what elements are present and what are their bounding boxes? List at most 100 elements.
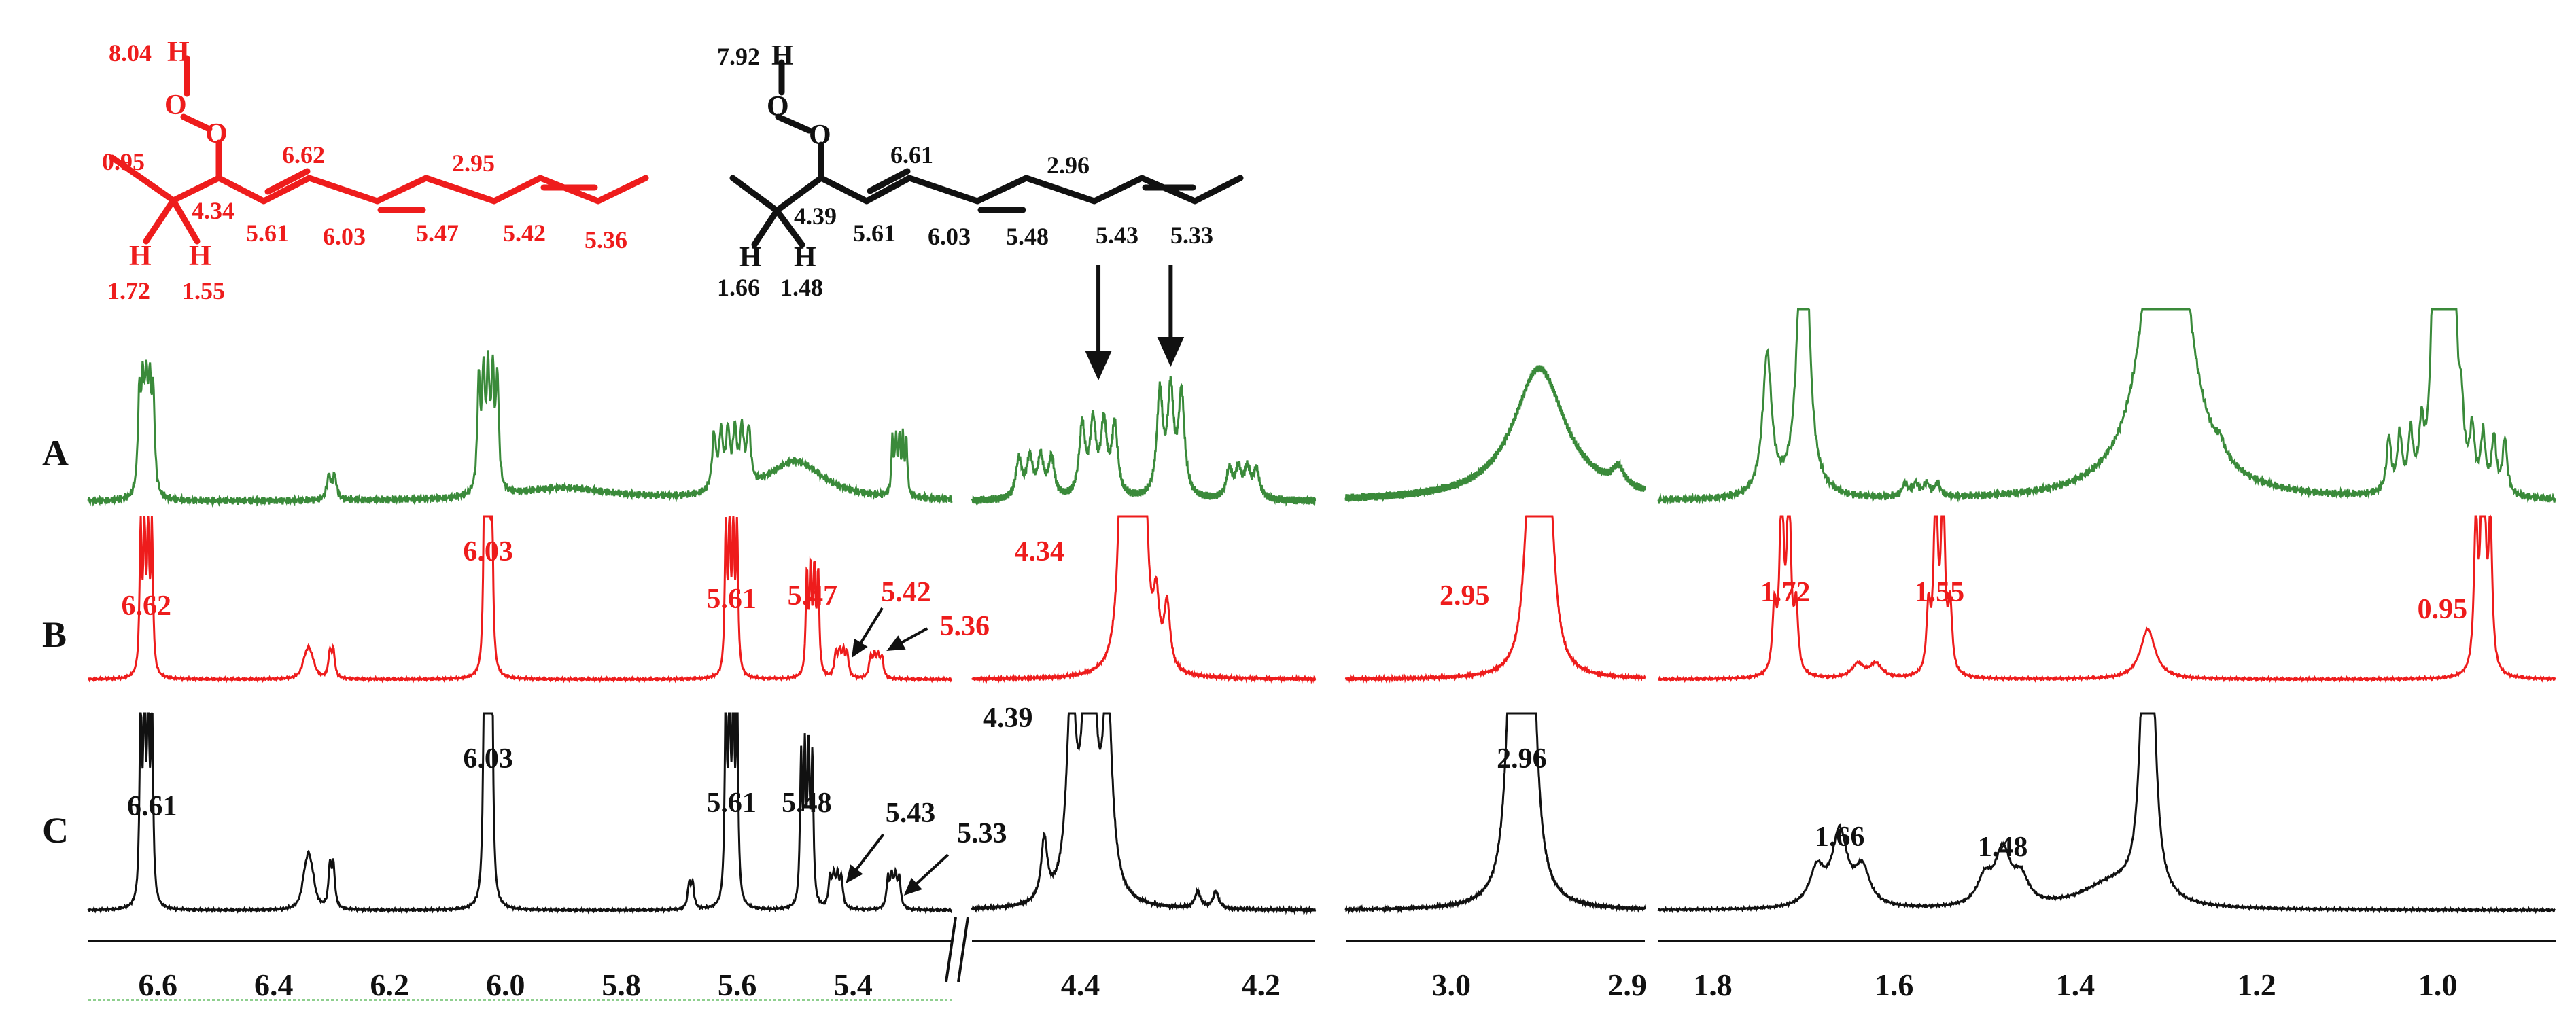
label-ch: 4.39 bbox=[794, 202, 837, 230]
bond-c-h2 bbox=[773, 207, 805, 248]
structure-red bbox=[109, 55, 649, 245]
annotation-arrows bbox=[846, 265, 1185, 896]
label-ch: 4.34 bbox=[192, 197, 234, 224]
label-o1: O bbox=[164, 90, 187, 121]
structure-black-labels: 7.92 H O O 4.39 6.61 5.61 6.03 5.48 2.96… bbox=[717, 40, 1213, 301]
label-h1: H bbox=[129, 241, 152, 272]
label-o2: O bbox=[809, 120, 831, 151]
x-axis: 6.6 6.4 6.2 6.0 5.8 5.6 5.4 4.4 4.2 3.0 2.9 1.8 1.6 1… bbox=[88, 917, 2556, 1002]
spectrum-c-peak-label: 6.61 bbox=[127, 791, 177, 822]
spectrum-c-seg1 bbox=[87, 712, 953, 915]
tick-label: 1.2 bbox=[2237, 968, 2276, 1002]
row-labels: A B C bbox=[42, 433, 69, 851]
tick-label: 1.0 bbox=[2418, 968, 2458, 1002]
structure-red-labels: 8.04 H O O 0.95 4.34 6.62 5.61 6.03 5.47… bbox=[102, 37, 627, 304]
spectrum-a-seg2 bbox=[971, 376, 1317, 507]
label-c1: 6.62 bbox=[282, 141, 325, 169]
spectrum-a bbox=[87, 308, 2556, 508]
label-ch2: 2.95 bbox=[452, 149, 495, 177]
spectrum-b-seg1 bbox=[88, 515, 953, 684]
spectrum-c-peak-label: 5.43 bbox=[886, 798, 936, 829]
tick-label: 6.6 bbox=[139, 968, 178, 1002]
spectrum-a-seg4 bbox=[1657, 308, 2556, 505]
spectrum-c-peak-label: 5.33 bbox=[957, 818, 1007, 849]
label-o2: O bbox=[205, 118, 228, 149]
row-label-a: A bbox=[42, 433, 69, 474]
spectrum-b bbox=[88, 514, 2556, 684]
spectrum-c-seg3 bbox=[1344, 712, 1646, 915]
label-h2-val: 1.55 bbox=[182, 277, 225, 304]
label-oh: 7.92 bbox=[717, 43, 760, 70]
label-c3: 6.03 bbox=[323, 223, 366, 250]
label-c2: 5.61 bbox=[246, 219, 289, 247]
bond-o-o bbox=[180, 113, 213, 132]
label-c5: 5.43 bbox=[1096, 221, 1138, 249]
tick-label: 2.9 bbox=[1607, 968, 1647, 1002]
spectrum-b-peak-label: 6.03 bbox=[463, 536, 513, 567]
spectrum-b-peak-label: 1.72 bbox=[1760, 577, 1811, 608]
tick-label: 1.6 bbox=[1875, 968, 1914, 1002]
arrow-c-5-43 bbox=[846, 833, 885, 883]
arrow-4-39 bbox=[1085, 265, 1112, 380]
spectrum-c-peak-label: 5.48 bbox=[782, 787, 832, 819]
spectrum-c-seg2 bbox=[971, 712, 1317, 915]
spectrum-b-peak-label: 5.42 bbox=[881, 577, 931, 608]
spectrum-b-seg2 bbox=[971, 515, 1317, 684]
carbon-chain bbox=[109, 154, 649, 205]
spectrum-b-seg4 bbox=[1658, 514, 2556, 684]
spectrum-c-peak-label: 1.48 bbox=[1978, 832, 2028, 863]
spectrum-a-seg1 bbox=[87, 350, 953, 508]
bond-c-h1 bbox=[751, 207, 780, 248]
tick-label: 6.2 bbox=[370, 968, 409, 1002]
tick-label: 5.6 bbox=[718, 968, 757, 1002]
label-c5: 5.42 bbox=[503, 219, 546, 247]
spectrum-c-peak-label: 6.03 bbox=[463, 743, 513, 775]
label-h1-val: 1.72 bbox=[107, 277, 150, 304]
spectrum-b-peak-label: 4.34 bbox=[1014, 536, 1064, 567]
spectrum-a-seg3 bbox=[1344, 365, 1646, 503]
spectrum-c-seg4 bbox=[1657, 712, 2556, 915]
tick-label: 1.8 bbox=[1693, 968, 1733, 1002]
label-c6: 5.33 bbox=[1170, 221, 1213, 249]
tick-label: 6.4 bbox=[254, 968, 294, 1002]
label-c2: 5.61 bbox=[853, 219, 896, 247]
tick-label: 4.4 bbox=[1061, 968, 1100, 1002]
axis-break-mark bbox=[957, 917, 969, 982]
spectrum-b-peak-label: 0.95 bbox=[2418, 594, 2468, 625]
spectrum-b-seg3 bbox=[1344, 515, 1646, 684]
tick-label: 1.4 bbox=[2056, 968, 2095, 1002]
label-oh: 8.04 bbox=[109, 39, 152, 67]
label-ch3: 0.95 bbox=[102, 148, 145, 175]
spectrum-b-peak-label: 5.36 bbox=[939, 611, 990, 642]
spectrum-c-peak-label: 2.96 bbox=[1497, 743, 1547, 775]
spectrum-b-peak-label: 1.55 bbox=[1915, 577, 1965, 608]
spectra bbox=[87, 308, 2556, 915]
label-c3: 6.03 bbox=[928, 223, 971, 250]
arrow-c-5-33 bbox=[903, 853, 950, 896]
arrow-4-33 bbox=[1157, 265, 1185, 367]
spectrum-b-peak-label: 5.47 bbox=[788, 580, 838, 612]
bond-c-h2 bbox=[170, 197, 201, 245]
label-c4: 5.47 bbox=[416, 219, 459, 247]
label-h2-val: 1.48 bbox=[780, 274, 823, 301]
label-o1: O bbox=[767, 91, 789, 122]
label-h-top: H bbox=[771, 40, 794, 71]
tick-label: 5.8 bbox=[602, 968, 641, 1002]
structure-black bbox=[729, 59, 1244, 248]
spectrum-c-peak-label: 1.66 bbox=[1815, 821, 1865, 853]
row-label-b: B bbox=[42, 614, 67, 655]
label-h-top: H bbox=[167, 37, 190, 68]
tick-label: 5.4 bbox=[833, 968, 873, 1002]
row-label-c: C bbox=[42, 810, 69, 851]
tick-label: 4.2 bbox=[1242, 968, 1281, 1002]
label-c6: 5.36 bbox=[585, 226, 627, 253]
double-bond-1 bbox=[264, 168, 311, 195]
label-ch2: 2.96 bbox=[1047, 152, 1090, 179]
label-h2: H bbox=[794, 242, 816, 273]
spectrum-c-peak-label: 5.61 bbox=[706, 787, 756, 819]
tick-label: 6.0 bbox=[486, 968, 525, 1002]
label-c1: 6.61 bbox=[890, 141, 933, 169]
spectrum-c bbox=[87, 712, 2556, 915]
spectrum-c-peak-label: 4.39 bbox=[983, 703, 1033, 734]
